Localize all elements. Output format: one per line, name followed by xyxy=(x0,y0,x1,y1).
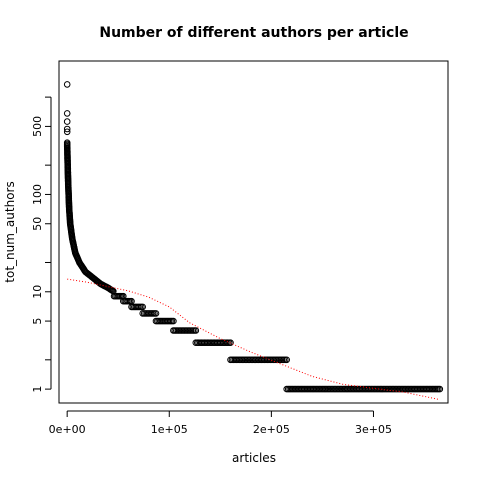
data-point xyxy=(139,303,146,311)
data-point xyxy=(170,317,177,325)
x-tick-label: 2e+05 xyxy=(253,423,290,436)
y-tick-label: 50 xyxy=(31,217,44,231)
data-point xyxy=(63,81,71,88)
y-tick-label: 10 xyxy=(31,285,44,299)
y-tick-label: 1 xyxy=(31,386,44,393)
data-point xyxy=(63,110,71,117)
y-tick-label: 500 xyxy=(31,116,44,137)
x-tick-label: 0e+00 xyxy=(49,423,86,436)
data-points xyxy=(63,81,444,393)
trend-line xyxy=(67,278,440,401)
data-point xyxy=(63,118,71,125)
data-point xyxy=(227,339,234,347)
data-point xyxy=(283,356,291,364)
chart-title: Number of different authors per article xyxy=(99,25,408,41)
y-tick-label: 5 xyxy=(31,318,44,325)
plot-frame xyxy=(58,60,449,404)
trend-line-path xyxy=(67,278,440,401)
y-axis-label: tot_num_authors xyxy=(3,181,17,282)
y-tick-label: 100 xyxy=(31,184,44,205)
data-point xyxy=(436,385,444,393)
data-point xyxy=(152,310,160,317)
x-tick-label: 1e+05 xyxy=(151,423,188,436)
data-point xyxy=(192,327,200,334)
x-axis-label: articles xyxy=(232,451,276,465)
data-point xyxy=(63,125,71,133)
axes: 0e+00 1e+05 2e+05 3e+05 1 5 10 50 100 500 xyxy=(31,96,392,436)
x-tick-label: 3e+05 xyxy=(355,423,392,436)
data-point xyxy=(63,128,71,136)
